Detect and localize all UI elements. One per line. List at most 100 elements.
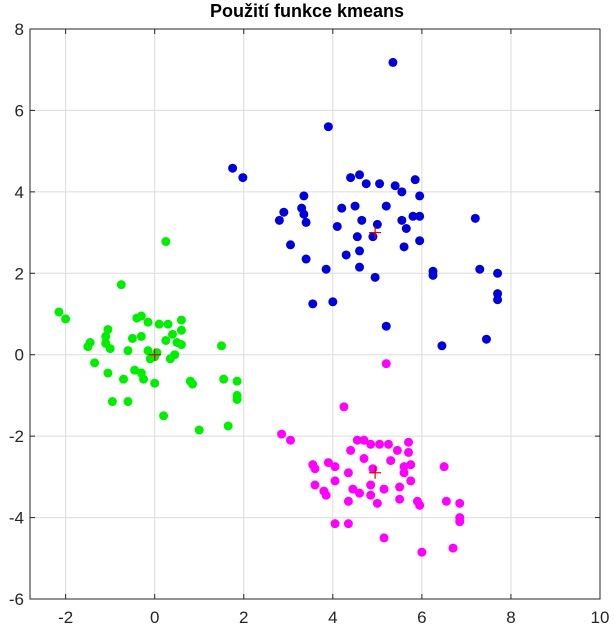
data-point bbox=[346, 445, 356, 455]
data-point bbox=[408, 211, 418, 221]
centroid-marker bbox=[369, 226, 382, 239]
data-point bbox=[417, 547, 427, 557]
data-point bbox=[299, 209, 309, 219]
data-point bbox=[238, 173, 248, 183]
data-point bbox=[375, 179, 385, 189]
data-point bbox=[493, 295, 503, 305]
data-point bbox=[448, 543, 458, 553]
data-point bbox=[381, 321, 391, 331]
centroid-marker bbox=[148, 348, 161, 361]
data-point bbox=[348, 484, 358, 494]
data-point bbox=[123, 346, 133, 356]
data-point bbox=[286, 435, 296, 445]
data-point bbox=[415, 500, 425, 510]
data-point bbox=[341, 250, 351, 260]
data-point bbox=[136, 331, 146, 341]
plot-frame bbox=[29, 28, 601, 600]
data-point bbox=[143, 346, 153, 356]
data-point bbox=[116, 280, 126, 290]
data-point bbox=[383, 439, 393, 449]
data-point bbox=[481, 334, 491, 344]
data-point bbox=[216, 341, 226, 351]
data-point bbox=[103, 368, 113, 378]
data-point bbox=[359, 435, 369, 445]
data-point bbox=[406, 476, 416, 486]
data-point bbox=[103, 324, 113, 334]
data-point bbox=[350, 201, 360, 211]
data-point bbox=[415, 211, 425, 221]
data-point bbox=[399, 242, 409, 252]
data-point bbox=[439, 462, 449, 472]
data-point bbox=[397, 215, 407, 225]
data-point bbox=[286, 240, 296, 250]
x-tick-label: -2 bbox=[58, 608, 73, 627]
data-point bbox=[470, 213, 480, 223]
data-point bbox=[372, 498, 382, 508]
data-point bbox=[163, 319, 173, 329]
data-point bbox=[328, 297, 338, 307]
data-point bbox=[366, 439, 376, 449]
data-point bbox=[301, 217, 311, 227]
data-point bbox=[368, 464, 378, 474]
data-point bbox=[188, 379, 198, 389]
data-point bbox=[381, 201, 391, 211]
data-point bbox=[397, 187, 407, 197]
data-point bbox=[475, 264, 485, 274]
data-point bbox=[161, 237, 171, 247]
data-point bbox=[343, 496, 353, 506]
y-tick-label: 6 bbox=[15, 101, 24, 120]
data-point bbox=[355, 262, 365, 272]
y-tick-labels: -6 -4 -2 0 2 4 6 8 bbox=[9, 20, 24, 609]
data-point bbox=[101, 331, 111, 341]
data-point bbox=[399, 468, 409, 478]
data-point bbox=[176, 315, 186, 325]
data-point bbox=[165, 354, 175, 364]
data-point bbox=[370, 272, 380, 282]
chart-title: Použití funkce kmeans bbox=[209, 1, 405, 21]
data-point bbox=[386, 456, 396, 466]
data-point bbox=[406, 460, 416, 470]
data-point bbox=[355, 170, 365, 180]
x-tick-label: 8 bbox=[506, 608, 515, 627]
data-point bbox=[143, 317, 153, 327]
data-point bbox=[455, 517, 465, 527]
y-tick-label: 8 bbox=[15, 20, 24, 39]
data-point bbox=[332, 221, 342, 231]
data-point bbox=[330, 462, 340, 472]
data-point bbox=[339, 402, 349, 412]
data-point bbox=[493, 268, 503, 278]
data-point bbox=[161, 335, 171, 345]
data-point bbox=[168, 329, 177, 339]
data-point bbox=[404, 447, 414, 457]
data-point bbox=[343, 519, 353, 529]
data-point bbox=[330, 476, 340, 486]
data-point bbox=[83, 342, 93, 352]
data-point bbox=[337, 203, 347, 213]
data-point bbox=[395, 482, 405, 492]
data-point bbox=[277, 429, 287, 439]
data-point bbox=[368, 232, 378, 242]
data-point bbox=[379, 533, 389, 543]
data-point bbox=[323, 458, 333, 468]
data-point bbox=[232, 395, 242, 404]
data-point bbox=[372, 219, 382, 229]
data-point bbox=[61, 314, 71, 324]
data-point bbox=[219, 374, 229, 384]
y-tick-label: -4 bbox=[9, 509, 24, 528]
y-tick-label: -2 bbox=[9, 427, 24, 446]
data-points bbox=[54, 57, 503, 557]
data-point bbox=[127, 333, 137, 343]
data-point bbox=[154, 319, 164, 329]
data-point bbox=[223, 421, 233, 431]
data-point bbox=[176, 340, 186, 350]
data-point bbox=[410, 175, 420, 185]
grid-lines bbox=[30, 28, 601, 600]
data-point bbox=[136, 311, 146, 321]
data-point bbox=[150, 378, 160, 388]
data-point bbox=[139, 374, 149, 384]
data-point bbox=[310, 464, 320, 474]
data-point bbox=[366, 480, 376, 490]
data-point bbox=[279, 207, 289, 217]
data-point bbox=[392, 445, 402, 455]
data-point bbox=[343, 468, 353, 478]
